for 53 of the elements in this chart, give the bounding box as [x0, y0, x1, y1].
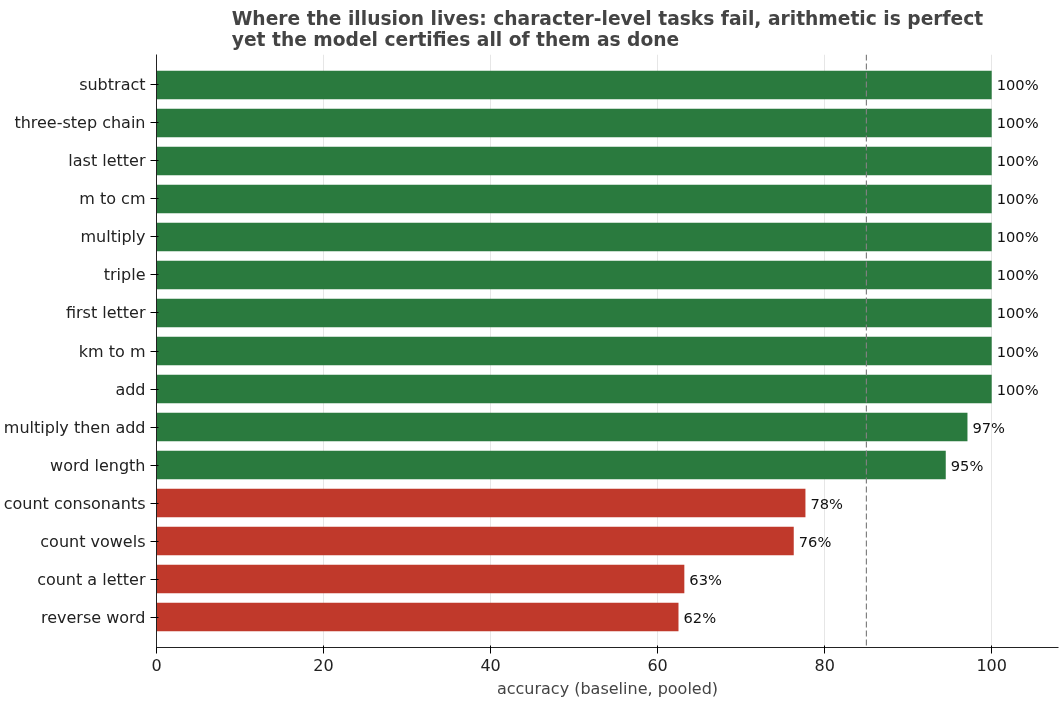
- x-tick-label: 60: [647, 655, 668, 675]
- y-tick-label: triple: [103, 265, 146, 285]
- bar: [156, 260, 992, 290]
- data-label: 100%: [996, 342, 1039, 360]
- bar: [156, 374, 992, 404]
- x-tick-label: 40: [480, 655, 501, 675]
- data-label: 100%: [996, 152, 1039, 170]
- data-label: 97%: [972, 418, 1006, 436]
- bar: [156, 146, 992, 176]
- y-tick-label: count a letter: [37, 569, 146, 589]
- y-tick-label: first letter: [65, 303, 146, 323]
- x-tick-label: 80: [814, 655, 835, 675]
- y-tick-label: m to cm: [79, 189, 146, 209]
- bar: [156, 184, 992, 214]
- y-tick-label: count vowels: [40, 531, 146, 551]
- y-tick-label: add: [115, 379, 146, 399]
- data-label: 100%: [996, 228, 1039, 246]
- y-tick-label: word length: [50, 455, 146, 475]
- chart-title: Where the illusion lives: character-level tasks fail, arithmetic is perfect yet the model certifies all of them as done: [231, 7, 984, 50]
- bar: [156, 298, 992, 328]
- data-label: 100%: [996, 380, 1039, 398]
- y-tick-label: km to m: [78, 341, 146, 361]
- bar: [156, 602, 679, 632]
- data-label: 100%: [996, 190, 1039, 208]
- bar: [156, 564, 685, 594]
- data-label: 100%: [996, 304, 1039, 322]
- data-label: 78%: [810, 494, 844, 512]
- bar: [156, 70, 992, 100]
- data-label: 62%: [683, 608, 717, 626]
- bar: [156, 488, 806, 518]
- y-tick-label: subtract: [79, 75, 146, 95]
- x-tick-label: 0: [151, 655, 162, 675]
- bar: [156, 526, 794, 556]
- y-tick-label: multiply then add: [3, 417, 146, 437]
- data-label: 95%: [950, 456, 984, 474]
- y-tick-label: reverse word: [40, 607, 146, 627]
- y-tick-label: count consonants: [3, 493, 146, 513]
- y-tick-label: multiply: [80, 227, 146, 247]
- x-axis-title: accuracy (baseline, pooled): [496, 678, 719, 698]
- data-label: 76%: [798, 532, 832, 550]
- data-label: 100%: [996, 114, 1039, 132]
- bar: [156, 222, 992, 252]
- data-label: 100%: [996, 76, 1039, 94]
- data-label: 63%: [689, 570, 722, 588]
- x-tick-label: 20: [313, 655, 334, 675]
- bar: [156, 412, 968, 442]
- y-tick-label: last letter: [68, 151, 146, 171]
- bar: [156, 336, 992, 366]
- y-tick-label: three-step chain: [14, 113, 146, 133]
- data-label: 100%: [996, 266, 1039, 284]
- x-tick-label: 100: [976, 655, 1007, 675]
- bar: [156, 108, 992, 138]
- bar: [156, 450, 946, 480]
